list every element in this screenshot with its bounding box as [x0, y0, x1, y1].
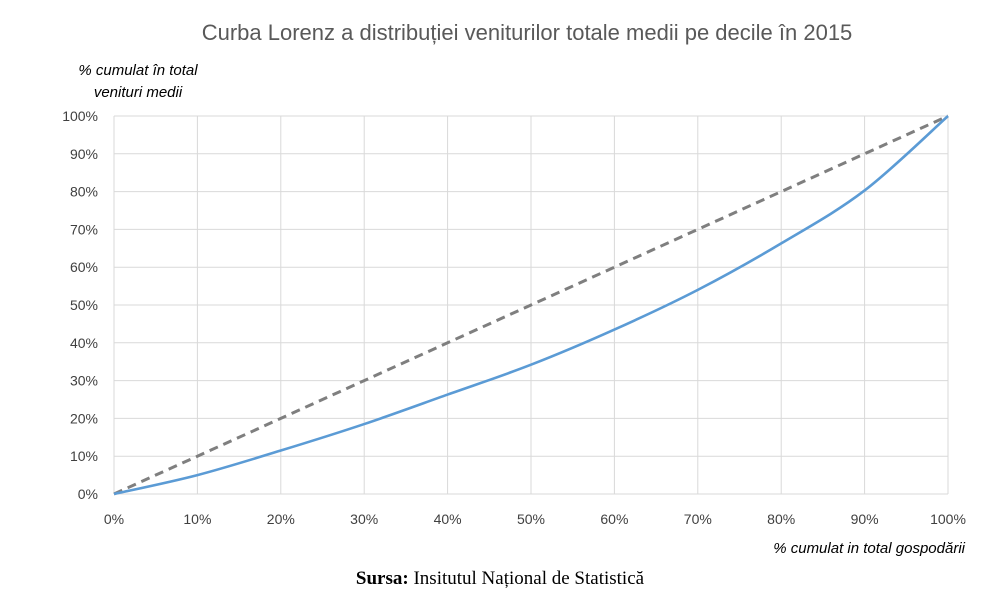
x-axis-label: % cumulat in total gospodării	[773, 540, 965, 557]
x-tick-label: 80%	[767, 511, 795, 527]
y-tick-label: 70%	[70, 221, 98, 237]
y-tick-label: 20%	[70, 410, 98, 426]
y-tick-label: 10%	[70, 448, 98, 464]
chart-title: Curba Lorenz a distribuției veniturilor …	[202, 20, 853, 45]
y-tick-label: 0%	[78, 486, 98, 502]
y-axis-label-line1: % cumulat în total	[78, 62, 198, 79]
source-label: Sursa:	[355, 568, 409, 589]
x-tick-label: 60%	[600, 511, 628, 527]
series	[113, 114, 949, 496]
x-tick-label: 0%	[104, 511, 124, 527]
lorenz-curve	[113, 115, 949, 496]
y-tick-label: 100%	[62, 108, 98, 124]
y-tick-labels: 0% 10% 20% 30% 40% 50% 60% 70% 80% 90% 100%	[62, 108, 98, 502]
source-text: Insitutul Național de Statistică	[408, 568, 645, 589]
x-tick-label: 90%	[851, 511, 879, 527]
x-tick-label: 70%	[684, 511, 712, 527]
x-tick-label: 10%	[183, 511, 211, 527]
y-tick-label: 80%	[70, 184, 98, 200]
x-tick-label: 30%	[350, 511, 378, 527]
x-tick-labels: 0% 10% 20% 30% 40% 50% 60% 70% 80% 90% 100%	[104, 511, 966, 527]
equality-line	[113, 114, 949, 496]
source-note: Sursa: Insitutul Național de Statistică	[0, 568, 1000, 590]
lorenz-chart: Curba Lorenz a distribuției veniturilor …	[62, 20, 966, 557]
x-tick-label: 20%	[267, 511, 295, 527]
y-tick-label: 90%	[70, 146, 98, 162]
y-tick-label: 50%	[70, 297, 98, 313]
x-tick-label: 50%	[517, 511, 545, 527]
x-tick-label: 100%	[930, 511, 966, 527]
y-tick-label: 40%	[70, 335, 98, 351]
x-tick-label: 40%	[434, 511, 462, 527]
y-axis-label-line2: venituri medii	[94, 84, 183, 101]
y-tick-label: 60%	[70, 259, 98, 275]
y-tick-label: 30%	[70, 373, 98, 389]
